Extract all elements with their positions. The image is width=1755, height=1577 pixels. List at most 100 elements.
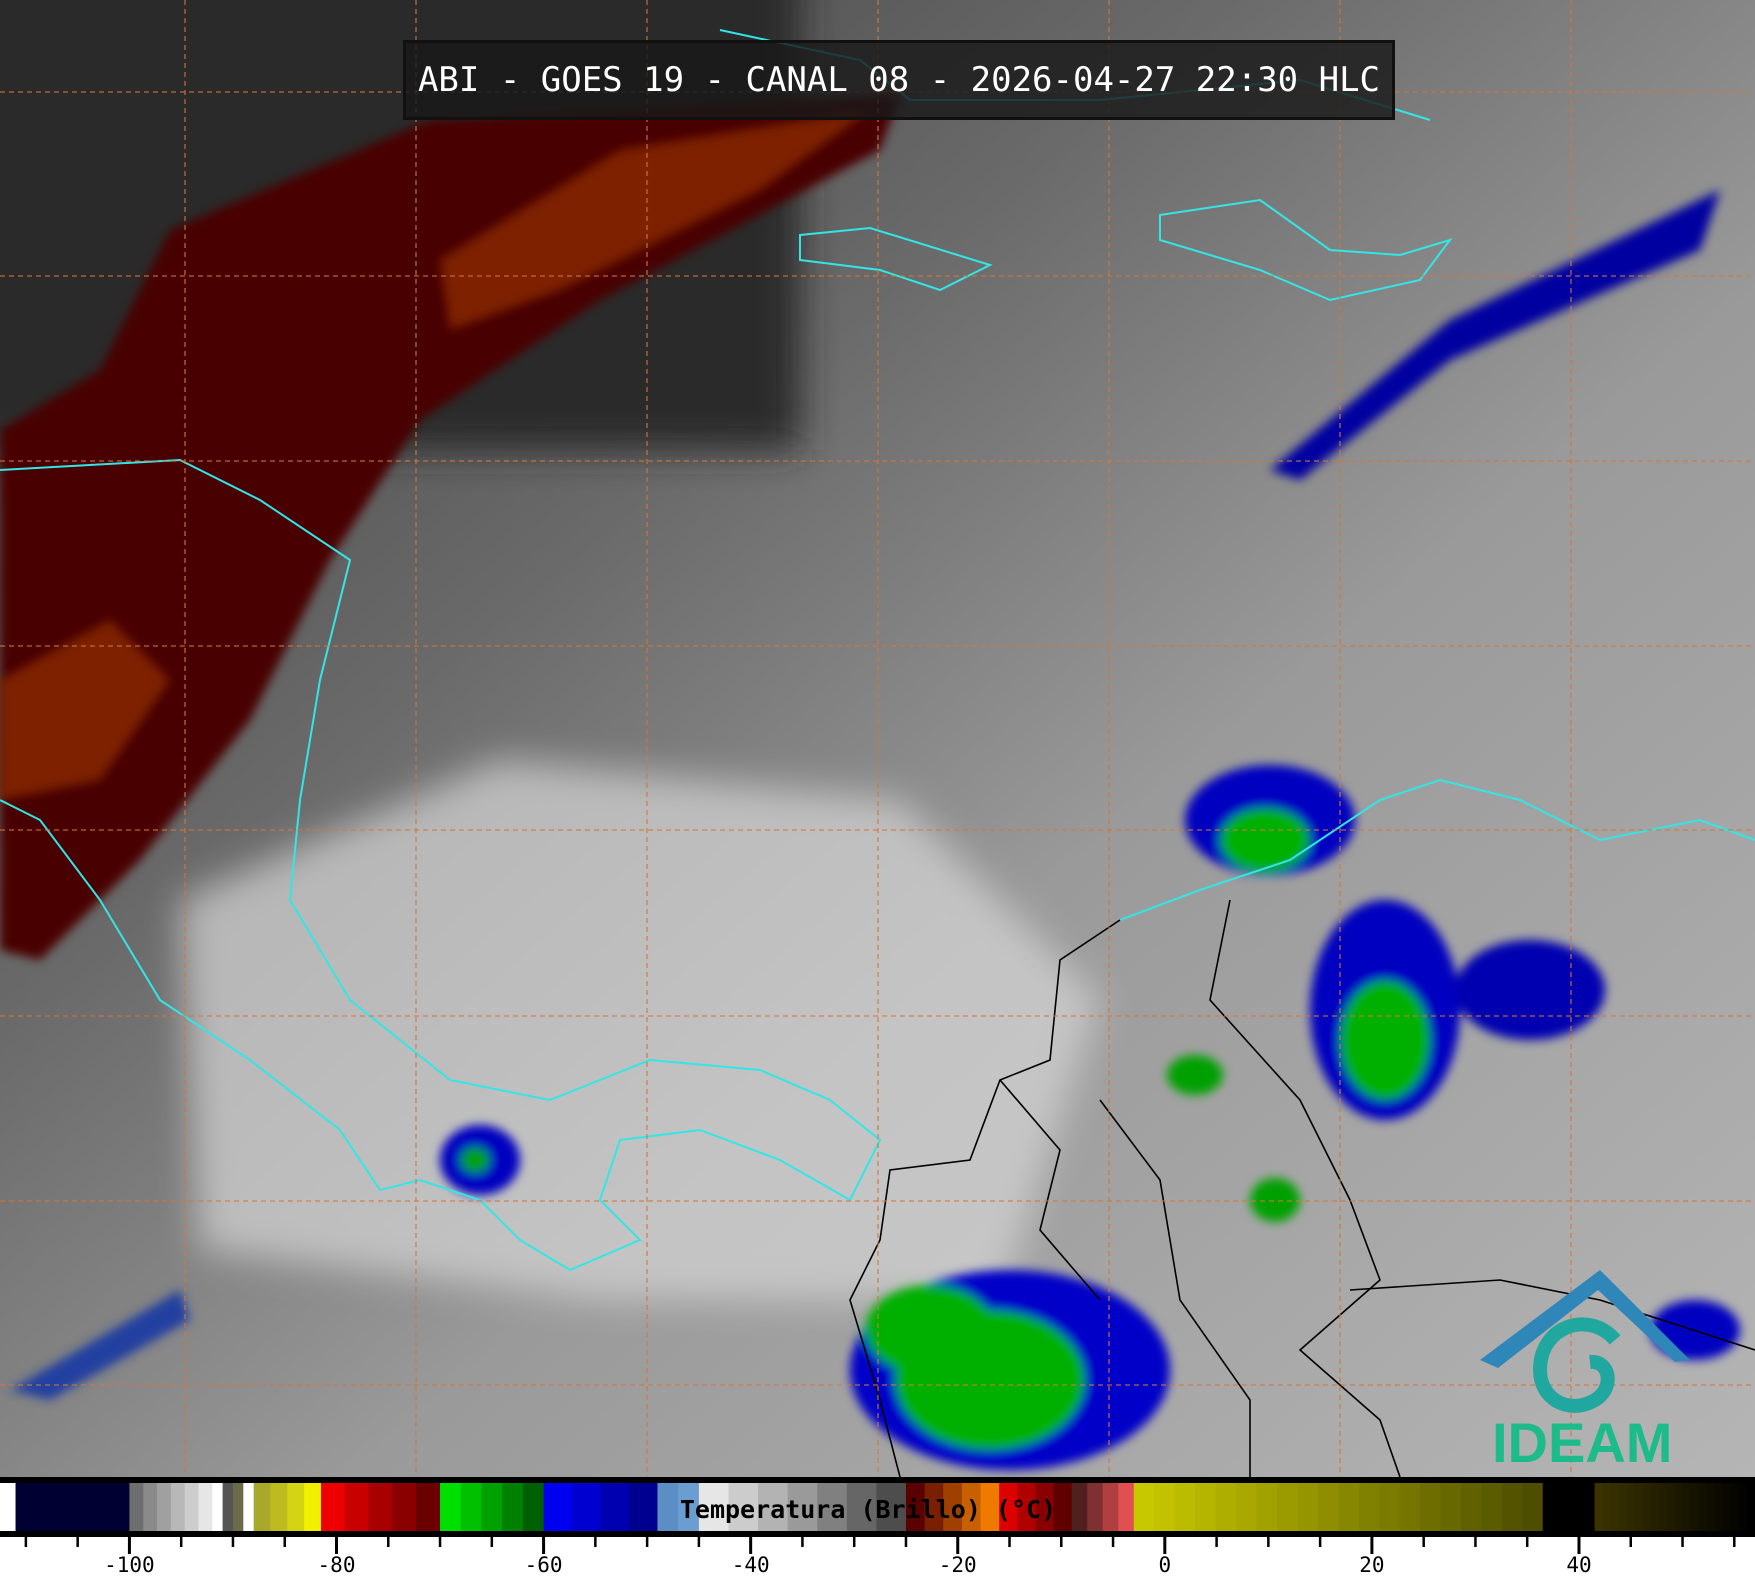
bright-clouds-lower bbox=[180, 760, 1100, 1300]
colorbar-segment bbox=[1379, 1483, 1401, 1531]
colorbar-tick-label: -20 bbox=[939, 1553, 977, 1577]
title-text: ABI - GOES 19 - CANAL 08 - 2026-04-27 22… bbox=[417, 60, 1381, 100]
political-borders bbox=[849, 899, 1755, 1477]
colorbar-segment bbox=[1035, 1483, 1055, 1531]
cold-airmass-band bbox=[0, 95, 900, 960]
colorbar-segment bbox=[1087, 1483, 1104, 1531]
colorbar-segment bbox=[1738, 1483, 1748, 1531]
colorbar-segment bbox=[1133, 1483, 1155, 1531]
colorbar-segment bbox=[1195, 1483, 1217, 1531]
colorbar-segment bbox=[1420, 1483, 1442, 1531]
colorbar-segment bbox=[1746, 1483, 1755, 1531]
colorbar-segment bbox=[980, 1483, 1000, 1531]
colorbar-segment bbox=[502, 1483, 524, 1531]
colorbar-segment bbox=[270, 1483, 288, 1531]
colorbar-segment bbox=[629, 1483, 659, 1531]
colorbar-segment bbox=[1730, 1483, 1740, 1531]
temperature-colorbar: Temperatura (Brillo) (°C) -100 -80 -60 -40 -… bbox=[0, 1477, 1755, 1577]
colorbar-segment bbox=[184, 1483, 200, 1531]
colorbar-segment bbox=[1071, 1483, 1088, 1531]
colorbar-segment bbox=[1276, 1483, 1298, 1531]
colorbar-segment bbox=[572, 1483, 602, 1531]
logo-swirl-icon bbox=[1532, 1317, 1621, 1413]
colorbar-segment bbox=[1501, 1483, 1523, 1531]
colorbar-segment bbox=[222, 1483, 234, 1531]
colorbar-segment bbox=[15, 1483, 131, 1531]
colorbar-segment bbox=[1102, 1483, 1119, 1531]
colorbar-segment bbox=[1154, 1483, 1176, 1531]
colorbar-segment bbox=[600, 1483, 630, 1531]
colorbar-segment bbox=[1610, 1483, 1620, 1531]
colorbar-segment bbox=[1650, 1483, 1660, 1531]
colorbar-segment bbox=[522, 1483, 545, 1531]
colorbar-segment bbox=[1690, 1483, 1700, 1531]
colorbar-segment bbox=[1399, 1483, 1421, 1531]
colorbar-tick-label: -40 bbox=[732, 1553, 770, 1577]
colorbar-segment bbox=[368, 1483, 394, 1531]
colorbar-tick-label: -100 bbox=[104, 1553, 155, 1577]
logo-roof-icon bbox=[1480, 1270, 1690, 1368]
title-banner: ABI - GOES 19 - CANAL 08 - 2026-04-27 22… bbox=[403, 40, 1395, 120]
colorbar-segment bbox=[1053, 1483, 1073, 1531]
colorbar-segment bbox=[1317, 1483, 1339, 1531]
colorbar-tick-label: 40 bbox=[1566, 1553, 1591, 1577]
colorbar-segment bbox=[287, 1483, 305, 1531]
colorbar-segment bbox=[1118, 1483, 1135, 1531]
colorbar-segment bbox=[1236, 1483, 1258, 1531]
colorbar-segment bbox=[1666, 1483, 1676, 1531]
colorbar-segment bbox=[1481, 1483, 1503, 1531]
colorbar-segment bbox=[1722, 1483, 1732, 1531]
colorbar-segment bbox=[440, 1483, 462, 1531]
colorbar-segment bbox=[657, 1483, 679, 1531]
colorbar-segment bbox=[1602, 1483, 1612, 1531]
colorbar-segment bbox=[846, 1483, 877, 1531]
colorbar-tick-label: -60 bbox=[525, 1553, 563, 1577]
colorbar-segment bbox=[905, 1483, 926, 1531]
colorbar-segment bbox=[924, 1483, 944, 1531]
colorbar-tick-label: -80 bbox=[318, 1553, 356, 1577]
colorbar-segment bbox=[1256, 1483, 1278, 1531]
colorbar-segment bbox=[1522, 1483, 1544, 1531]
colorbar-segment bbox=[1440, 1483, 1462, 1531]
colorbar-segment bbox=[1642, 1483, 1652, 1531]
colorbar-segment bbox=[1174, 1483, 1196, 1531]
logo-text: IDEAM bbox=[1492, 1411, 1672, 1470]
colorbar-segment bbox=[1338, 1483, 1360, 1531]
colorbar-tick-label: 20 bbox=[1359, 1553, 1384, 1577]
colorbar-segment bbox=[758, 1483, 789, 1531]
colorbar-segment bbox=[543, 1483, 573, 1531]
colorbar-segment bbox=[481, 1483, 503, 1531]
colorbar-segment bbox=[698, 1483, 730, 1531]
colorbar-segment bbox=[129, 1483, 144, 1531]
colorbar-segment bbox=[1706, 1483, 1716, 1531]
colorbar-segment bbox=[943, 1483, 963, 1531]
colorbar-segment bbox=[817, 1483, 848, 1531]
colorbar-segment bbox=[170, 1483, 186, 1531]
colorbar-segment bbox=[1658, 1483, 1668, 1531]
colorbar-segment bbox=[1698, 1483, 1708, 1531]
colorbar-segment bbox=[1626, 1483, 1636, 1531]
colorbar-segment bbox=[1618, 1483, 1628, 1531]
colorbar-segment bbox=[143, 1483, 158, 1531]
colorbar-segment bbox=[1714, 1483, 1724, 1531]
colorbar-segment bbox=[320, 1483, 346, 1531]
colorbar-segment bbox=[416, 1483, 441, 1531]
colorbar-segment bbox=[392, 1483, 417, 1531]
colorbar-segment bbox=[304, 1483, 322, 1531]
colorbar-segment bbox=[728, 1483, 759, 1531]
warm-airmass-band bbox=[0, 110, 870, 800]
colorbar-segment bbox=[961, 1483, 982, 1531]
colorbar-segment bbox=[460, 1483, 483, 1531]
colorbar-label: Temperatura (Brillo) (°C) bbox=[680, 1495, 1056, 1524]
colorbar-segment bbox=[1682, 1483, 1692, 1531]
colorbar-tick-label: 0 bbox=[1158, 1553, 1171, 1577]
ideam-logo: IDEAM bbox=[1480, 1270, 1690, 1470]
colorbar-segment bbox=[999, 1483, 1018, 1531]
colorbar-segment bbox=[1674, 1483, 1684, 1531]
colorbar-segment bbox=[1460, 1483, 1482, 1531]
colorbar-segment bbox=[253, 1483, 272, 1531]
colorbar-segment bbox=[212, 1483, 224, 1531]
colorbar-segment bbox=[787, 1483, 818, 1531]
colorbar-segment bbox=[243, 1483, 255, 1531]
colorbar-segment bbox=[1358, 1483, 1380, 1531]
